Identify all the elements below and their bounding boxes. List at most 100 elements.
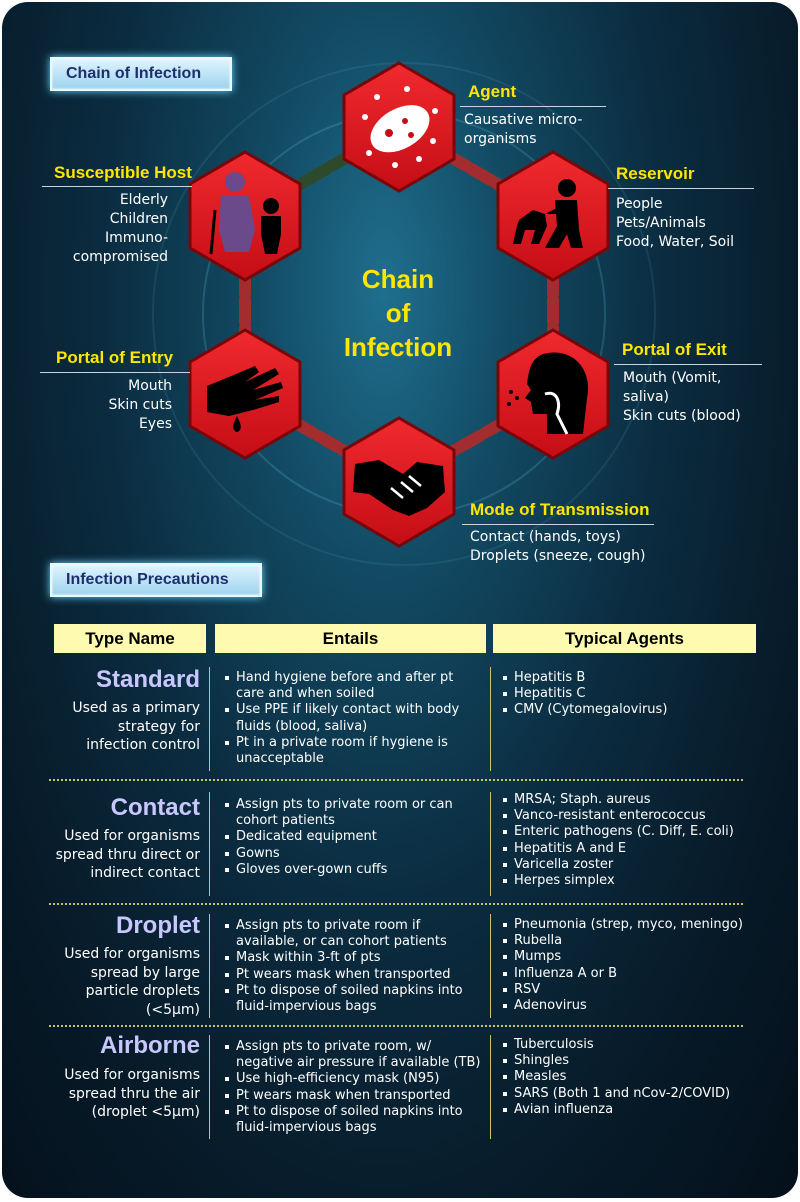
entails-list-contact: Assign pts to private room or can cohort… <box>224 797 479 878</box>
header-entails: Entails <box>215 624 486 653</box>
virus-icon <box>362 86 438 168</box>
center-title-line: Chain <box>361 264 435 294</box>
list-item: Enteric pathogens (C. Diff, E. coli) <box>502 824 757 840</box>
agents-list-airborne: Tuberculosis Shingles Measles SARS (Both… <box>502 1037 762 1118</box>
portal-of-entry-title: Portal of Entry <box>56 348 174 367</box>
infection-precautions-tag: Infection Precautions <box>50 563 262 597</box>
agent-underline <box>460 106 606 107</box>
type-name-standard: Standard <box>95 666 200 693</box>
susceptible-host-underline <box>42 186 192 187</box>
row-divider <box>49 1025 743 1027</box>
susceptible-host-hexagon <box>188 150 302 282</box>
type-description-standard: Used as a primary strategy for infection c… <box>72 700 200 753</box>
reservoir-hexagon <box>496 150 610 282</box>
mode-of-transmission-underline <box>462 524 654 525</box>
list-item: Use high-efficiency mask (N95) <box>224 1071 484 1087</box>
susceptible-host-title: Susceptible Host <box>54 163 192 182</box>
agents-list-standard: Hepatitis B Hepatitis C CMV (Cytomegalov… <box>502 670 752 719</box>
chain-center-title: Chain of Infection <box>332 262 464 364</box>
column-divider <box>209 914 210 1018</box>
column-divider <box>490 1035 491 1139</box>
person-with-dog-icon <box>513 179 583 248</box>
list-item: RSV <box>502 982 762 998</box>
agent-title: Agent <box>468 82 517 101</box>
chain-diagram <box>188 61 610 548</box>
center-title-line: of <box>385 298 411 328</box>
coughing-head-icon <box>507 352 589 435</box>
list-item: MRSA; Staph. aureus <box>502 792 757 808</box>
list-item: Influenza A or B <box>502 966 762 982</box>
list-item: Pt in a private room if hygiene is unacc… <box>224 735 479 767</box>
column-divider <box>209 1035 210 1139</box>
list-item: Adenovirus <box>502 998 762 1014</box>
list-item: Use PPE if likely contact with body flui… <box>224 702 479 734</box>
portal-of-entry-underline <box>40 372 190 373</box>
column-divider <box>209 667 210 771</box>
handshake-icon <box>353 460 445 516</box>
column-divider <box>209 792 210 896</box>
mode-of-transmission-title: Mode of Transmission <box>470 500 650 519</box>
portal-of-exit-description: Mouth (Vomit, saliva) Skin cuts (blood) <box>623 370 741 424</box>
center-title-line: Infection <box>343 332 453 362</box>
header-typical-agents: Typical Agents <box>493 624 756 653</box>
list-item: Pt wears mask when transported <box>224 1088 484 1104</box>
list-item: SARS (Both 1 and nCov-2/COVID) <box>502 1086 762 1102</box>
reservoir-description: People Pets/Animals Food, Water, Soil <box>616 196 734 250</box>
susceptible-host-description: Elderly Children Immuno- compromised <box>72 192 168 265</box>
type-description-droplet: Used for organisms spread by large particl… <box>64 946 200 1018</box>
list-item: Pt to dispose of soiled napkins into flu… <box>224 1104 484 1136</box>
list-item: Mumps <box>502 949 762 965</box>
entails-list-standard: Hand hygiene before and after pt care an… <box>224 670 479 767</box>
list-item: Assign pts to private room, w/ negative … <box>224 1039 484 1071</box>
list-item: Tuberculosis <box>502 1037 762 1053</box>
column-divider <box>490 914 491 1018</box>
list-item: Shingles <box>502 1053 762 1069</box>
bleeding-hand-icon <box>207 366 283 432</box>
list-item: Varicella zoster <box>502 857 757 873</box>
list-item: Pneumonia (strep, myco, meningo) <box>502 917 762 933</box>
agents-list-contact: MRSA; Staph. aureus Vanco-resistant ente… <box>502 792 757 889</box>
list-item: Assign pts to private room if available,… <box>224 918 484 950</box>
list-item: Dedicated equipment <box>224 829 479 845</box>
type-description-airborne: Used for organisms spread thru the air (dr… <box>64 1067 200 1120</box>
column-divider <box>490 667 491 771</box>
list-item: Herpes simplex <box>502 873 757 889</box>
list-item: Rubella <box>502 933 762 949</box>
portal-of-exit-underline <box>614 364 762 365</box>
chain-of-infection-tag: Chain of Infection <box>50 57 232 91</box>
list-item: Hepatitis A and E <box>502 841 757 857</box>
agent-hexagon <box>342 61 456 193</box>
list-item: Measles <box>502 1069 762 1085</box>
entails-list-airborne: Assign pts to private room, w/ negative … <box>224 1039 484 1136</box>
agents-list-droplet: Pneumonia (strep, myco, meningo) Rubella… <box>502 917 762 1014</box>
list-item: Gloves over-gown cuffs <box>224 862 479 878</box>
type-name-droplet: Droplet <box>116 912 200 939</box>
list-item: Pt wears mask when transported <box>224 967 484 983</box>
list-item: Hepatitis B <box>502 670 752 686</box>
entails-list-droplet: Assign pts to private room if available,… <box>224 918 484 1015</box>
list-item: Hand hygiene before and after pt care an… <box>224 670 479 702</box>
mode-of-transmission-description: Contact (hands, toys) Droplets (sneeze, … <box>470 529 646 564</box>
list-item: Pt to dispose of soiled napkins into flu… <box>224 983 484 1015</box>
list-item: Mask within 3-ft of pts <box>224 950 484 966</box>
reservoir-title: Reservoir <box>616 164 695 183</box>
list-item: Hepatitis C <box>502 686 752 702</box>
header-type-name: Type Name <box>54 624 206 653</box>
background-ring <box>152 62 656 566</box>
type-name-contact: Contact <box>110 794 200 821</box>
list-item: Vanco-resistant enterococcus <box>502 808 757 824</box>
portal-of-exit-title: Portal of Exit <box>622 340 727 359</box>
portal-of-entry-description: Mouth Skin cuts Eyes <box>108 378 172 432</box>
list-item: CMV (Cytomegalovirus) <box>502 702 752 718</box>
list-item: Gowns <box>224 846 479 862</box>
mode-of-transmission-hexagon <box>342 416 456 548</box>
list-item: Avian influenza <box>502 1102 762 1118</box>
portal-of-exit-hexagon <box>496 328 610 460</box>
list-item: Assign pts to private room or can cohort… <box>224 797 479 829</box>
agent-description: Causative micro- organisms <box>464 112 583 147</box>
type-description-contact: Used for organisms spread thru direct or i… <box>55 828 200 881</box>
row-divider <box>49 903 743 905</box>
elderly-and-child-icon <box>209 172 281 255</box>
row-divider <box>49 779 743 781</box>
column-divider <box>490 792 491 896</box>
